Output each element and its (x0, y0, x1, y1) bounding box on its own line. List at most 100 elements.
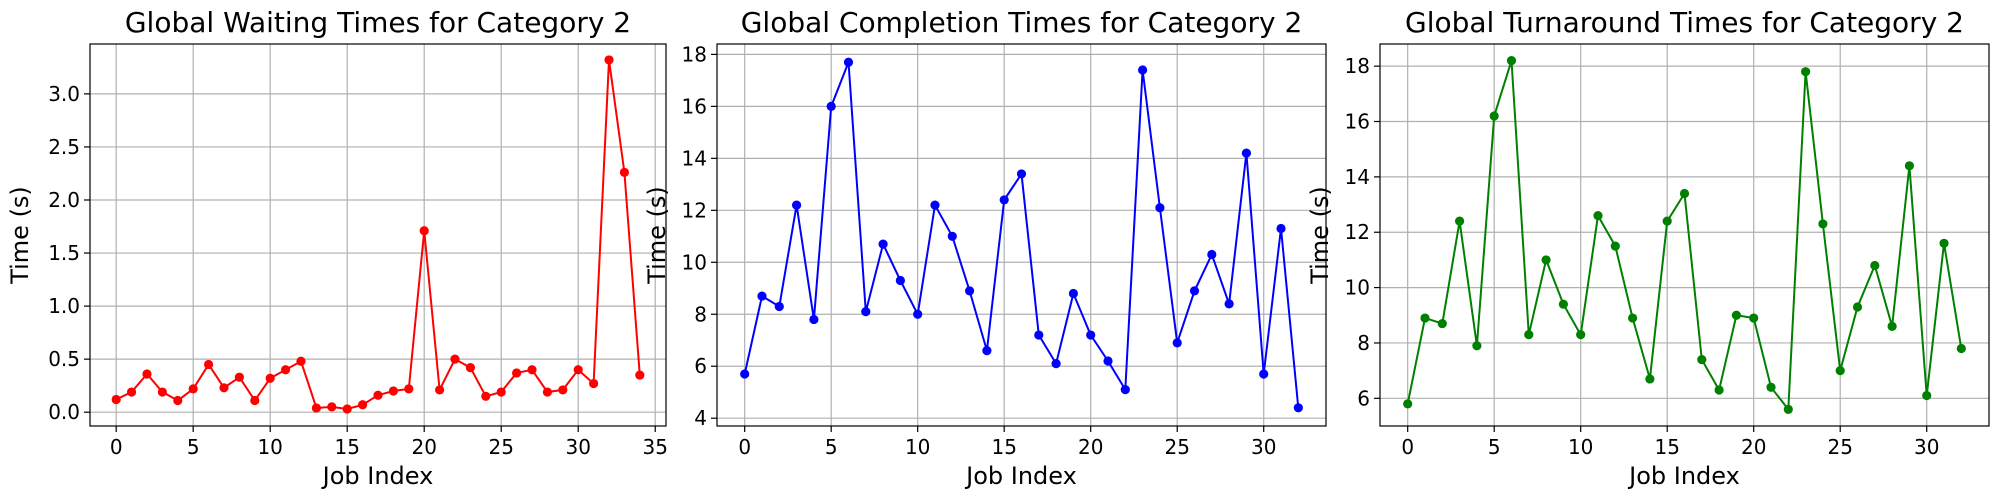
x-tick-label: 15 (334, 435, 359, 459)
data-point (157, 387, 167, 397)
data-point (203, 359, 214, 370)
data-point (327, 402, 337, 412)
x-tick-label: 10 (905, 435, 930, 459)
data-point (419, 226, 429, 236)
data-point (1207, 249, 1217, 260)
y-tick-label: 18 (682, 42, 707, 66)
data-point (1887, 321, 1897, 331)
data-point (280, 365, 291, 375)
data-point (1610, 241, 1620, 251)
data-point (826, 101, 836, 111)
y-tick-label: 2.0 (48, 188, 80, 212)
data-point (342, 404, 352, 414)
data-point (1852, 302, 1863, 312)
y-tick-label: 12 (682, 198, 707, 222)
data-point (1524, 330, 1534, 340)
data-point (1506, 56, 1517, 66)
data-point (250, 395, 260, 406)
data-point (1189, 286, 1200, 296)
y-tick-label: 2.5 (48, 135, 80, 159)
data-point (1697, 354, 1707, 365)
turnaround-times-chart: 0 5 10 15 20 25 30 6 8 10 12 14 16 18 Job Index Time (s… (1306, 6, 1990, 490)
data-point (1259, 369, 1269, 379)
data-point (809, 314, 819, 325)
x-tick-label: 0 (738, 435, 751, 459)
data-point (1293, 403, 1303, 413)
chart-title: Global Turnaround Times for Category 2 (1405, 6, 1964, 39)
data-point (512, 368, 522, 378)
data-point (188, 384, 198, 394)
plot-frame (1379, 43, 1990, 427)
data-point (1956, 343, 1966, 354)
data-point (1904, 161, 1915, 171)
y-tick-label: 6 (1357, 386, 1370, 410)
data-point (1645, 374, 1655, 384)
data-point (388, 386, 399, 396)
data-point (1472, 341, 1482, 351)
x-tick-label: 15 (1654, 435, 1679, 459)
data-point (740, 369, 750, 379)
data-point (542, 387, 553, 397)
y-tick-label: 4 (694, 406, 707, 430)
y-tick-label: 8 (694, 302, 707, 326)
data-point (757, 291, 767, 301)
data-point (1731, 310, 1742, 320)
data-point (1714, 385, 1724, 395)
data-point (311, 403, 321, 413)
chart-title: Global Completion Times for Category 2 (741, 6, 1303, 39)
data-point (1627, 313, 1638, 323)
data-point (964, 286, 975, 296)
data-point (589, 378, 599, 389)
data-point (1489, 111, 1499, 121)
data-point (296, 356, 306, 366)
data-point (604, 55, 614, 65)
data-point (1241, 148, 1252, 158)
data-point (465, 363, 476, 373)
data-point (1403, 399, 1413, 409)
x-tick-label: 10 (257, 435, 282, 459)
data-point (558, 385, 568, 395)
series-line (1406, 60, 1963, 413)
y-tick-label: 0.5 (48, 347, 80, 371)
data-point (791, 200, 802, 210)
data-point (913, 309, 923, 319)
data-point (450, 354, 460, 364)
y-tick-label: 14 (682, 146, 707, 170)
y-tick-label: 18 (1345, 54, 1370, 78)
data-point (111, 394, 121, 405)
data-point (1276, 223, 1286, 234)
data-point (142, 369, 152, 379)
data-point (947, 231, 957, 241)
x-tick-label: 5 (825, 435, 838, 459)
data-point (1679, 188, 1690, 199)
x-tick-label: 25 (1827, 435, 1852, 459)
plot-frame (89, 43, 667, 427)
x-tick-label: 35 (642, 435, 667, 459)
waiting-times-chart: 0 5 10 15 20 25 30 35 0.0 0.5 1.0 1.5 2.0 2.5 3.0 Job I… (6, 6, 668, 490)
y-tick-label: 8 (1357, 331, 1370, 355)
data-point (1103, 356, 1113, 366)
x-tick-label: 10 (1568, 435, 1593, 459)
data-point (1155, 203, 1165, 213)
x-axis-label: Job Index (964, 462, 1077, 490)
data-point (930, 200, 940, 210)
y-axis-label: Time (s) (6, 186, 34, 285)
y-tick-label: 14 (1345, 165, 1370, 189)
data-point (1172, 338, 1182, 348)
data-point (1922, 390, 1932, 401)
data-point (1801, 67, 1811, 77)
data-point (1541, 255, 1551, 265)
data-point (1870, 260, 1880, 271)
data-point (1835, 366, 1845, 376)
y-tick-label: 16 (1345, 110, 1370, 134)
data-point (404, 384, 414, 394)
data-point (982, 346, 992, 356)
data-point (1420, 313, 1430, 323)
y-tick-label: 6 (694, 354, 707, 378)
data-point (1120, 385, 1130, 395)
data-point (895, 275, 905, 286)
data-point (173, 395, 183, 406)
x-tick-label: 25 (1164, 435, 1189, 459)
x-axis-label: Job Index (321, 462, 434, 490)
